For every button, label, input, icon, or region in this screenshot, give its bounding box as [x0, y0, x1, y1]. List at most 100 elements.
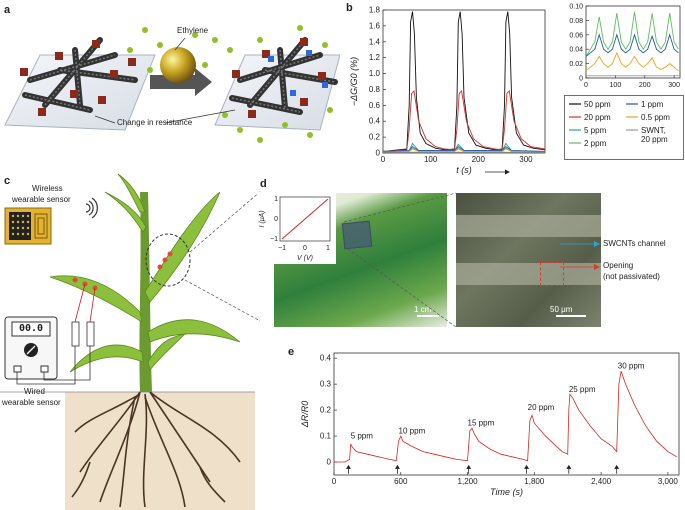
panel-a-schematic [4, 25, 340, 143]
y-tick-label: 0.2 [369, 133, 381, 142]
legend-label: 20 ppm [584, 113, 611, 122]
x-tick-label: 300 [668, 82, 680, 89]
zoom-connectors [343, 192, 457, 328]
x-tick-label: 2,400 [591, 477, 612, 486]
ethylene-label: Ethylene [177, 26, 209, 35]
y-tick-label: 0.8 [369, 85, 381, 94]
legend-label: 5 ppm [584, 126, 607, 135]
opening-label-1: Opening [603, 261, 634, 270]
x-tick-label: 100 [424, 155, 438, 164]
iv-x-axis-label: V (V) [297, 255, 313, 262]
x-tick-label: 100 [610, 82, 622, 89]
legend-label: 0.5 ppm [641, 113, 670, 122]
iv-x-tick-label: 0 [303, 245, 307, 252]
wired-label-1: Wired [24, 387, 45, 396]
x-tick-label: 1,200 [458, 477, 479, 486]
concentration-annotation: 20 ppm [528, 403, 555, 412]
iv-y-tick-label: 1 [274, 196, 278, 203]
y-tick-label: 1.4 [369, 37, 381, 46]
legend-label: 20 ppm [641, 135, 668, 144]
iv-inset-plot: −1 0 1 1 0 −1 V (V) I (μA) [258, 192, 336, 264]
multimeter-device [4, 316, 58, 380]
y-axis-label: −ΔG/G0 (%) [349, 57, 359, 106]
wired-label-2: wearable sensor [2, 398, 61, 407]
injection-arrow-head [566, 464, 572, 469]
concentration-annotation: 15 ppm [468, 419, 495, 428]
series-line-1-ppm [382, 146, 546, 152]
roots [71, 391, 241, 508]
legend-label: SWNT, [641, 126, 666, 135]
series-line-1-ppm [585, 33, 679, 57]
scale-bar-right [556, 315, 586, 317]
change-in-resistance-label: Change in resistance [117, 118, 193, 127]
injection-arrow-head [466, 464, 472, 469]
y-tick-label: 0.08 [569, 18, 583, 25]
x-tick-label: 600 [394, 477, 408, 486]
series-line-response [334, 371, 678, 463]
injection-arrow-head [614, 464, 620, 469]
panel-c-plant [0, 173, 260, 510]
x-tick-label: 200 [472, 155, 486, 164]
x-tick-label: 1,800 [524, 477, 545, 486]
x-tick-label: 0 [584, 82, 588, 89]
wireless-label-2: wearable sensor [12, 195, 71, 204]
series-line-0-5-ppm [382, 148, 546, 153]
concentration-annotation: 30 ppm [618, 362, 645, 371]
microscope-photo: 50 μm [456, 193, 601, 327]
y-tick-label: 0.4 [320, 354, 332, 363]
channel-label: SWCNTs channel [603, 239, 666, 248]
x-axis-label: Time (s) [490, 487, 523, 497]
soil [65, 392, 255, 510]
chart-b-inset: 0 100 200 300 0 0.02 0.04 0.06 0.08 0.10 [569, 4, 681, 89]
series-line-0-5-ppm [585, 51, 679, 72]
plot-frame [585, 5, 681, 79]
x-tick-label: 0 [332, 477, 337, 486]
x-tick-label: 3,000 [658, 477, 679, 486]
injection-arrow-head [345, 464, 351, 469]
iv-x-tick-label: 1 [326, 245, 330, 252]
iv-line [281, 198, 329, 240]
series-line-2-ppm [585, 11, 679, 57]
y-tick-label: 0.02 [569, 61, 583, 68]
series-line-5-ppm [382, 142, 546, 152]
multimeter-display: 00.0 [18, 323, 44, 334]
y-tick-label: 0 [327, 458, 332, 467]
legend-frame [564, 95, 684, 160]
opening-label-2: (not passivated) [603, 272, 660, 281]
ethylene-molecules [127, 25, 333, 143]
y-tick-label: 0.10 [569, 4, 583, 11]
legend-label: 2 ppm [584, 139, 607, 148]
concentration-annotation: 25 ppm [569, 385, 596, 394]
y-tick-label: 0.4 [369, 117, 381, 126]
y-tick-label: 0.1 [320, 432, 332, 441]
channel-stripe-1 [456, 215, 601, 237]
chart-b-main: 0 100 200 300 0 0.2 0.4 0.6 0.8 1.0 1.2 1.4 1.6 1.8 t … [349, 6, 546, 175]
panel-label-d: d [260, 178, 267, 190]
wireless-sensor-chip [4, 207, 52, 245]
chart-e: 0 600 1,200 1,800 2,400 3,000 0 0.1 0.2 0.3 0.4 Tim… [300, 352, 680, 497]
y-tick-label: 0.2 [320, 406, 332, 415]
y-tick-label: 0.3 [320, 380, 332, 389]
y-tick-label: 0.04 [569, 47, 583, 54]
leaf-sensors [72, 251, 173, 291]
right-substrate [214, 54, 340, 131]
iv-y-tick-label: 0 [274, 216, 278, 223]
series-line-50-ppm [382, 11, 546, 152]
y-tick-label: 1.6 [369, 21, 381, 30]
y-tick-label: 0.6 [369, 101, 381, 110]
probe-leads [16, 283, 96, 385]
leaves [49, 173, 241, 373]
y-tick-label: 0.06 [569, 32, 583, 39]
x-tick-label: 0 [381, 155, 386, 164]
iv-x-tick-label: −1 [278, 245, 286, 252]
ethylene-ball [160, 47, 196, 83]
opening-box [540, 262, 564, 286]
wifi-icon [85, 197, 98, 219]
y-tick-label: 1.8 [369, 6, 381, 15]
scale-label-left: 1 cm [414, 305, 432, 314]
y-tick-label: 0 [376, 149, 381, 158]
legend-label: 50 ppm [584, 100, 611, 109]
y-tick-label: 0 [579, 76, 583, 83]
x-axis-label: t (s) [456, 165, 472, 175]
